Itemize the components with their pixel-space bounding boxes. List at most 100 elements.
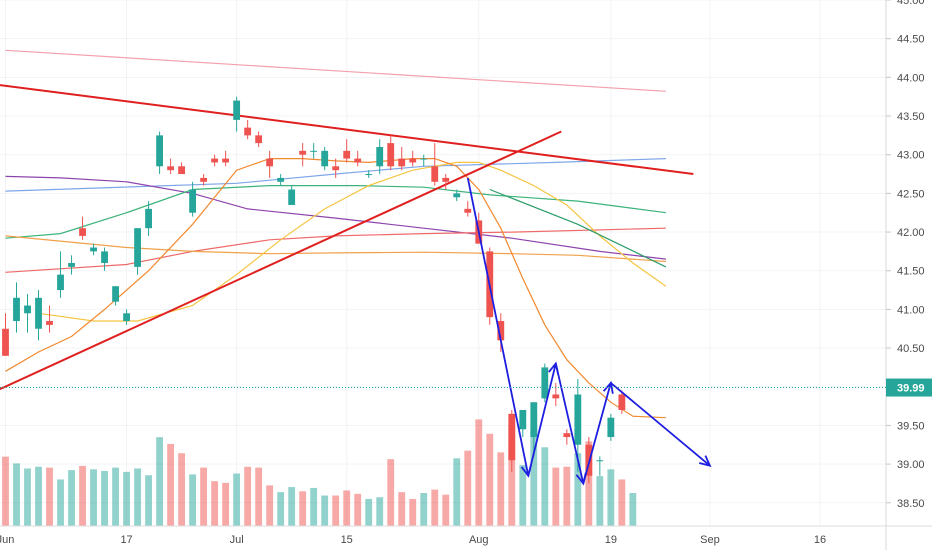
volume-bar bbox=[629, 493, 637, 526]
candle-body bbox=[134, 228, 141, 267]
volume-bar bbox=[167, 443, 175, 526]
candle-body bbox=[244, 127, 252, 136]
candle-body bbox=[79, 228, 86, 236]
volume-bar bbox=[123, 471, 130, 526]
candle-body bbox=[68, 263, 75, 267]
time-tick-label: Aug bbox=[469, 534, 489, 546]
candle-body bbox=[189, 189, 197, 213]
candle-body bbox=[266, 158, 274, 167]
candle-body bbox=[618, 394, 626, 410]
volume-bar bbox=[79, 465, 86, 526]
volume-bar bbox=[530, 428, 538, 526]
volume-bar bbox=[222, 482, 230, 526]
price-tick-label: 39.50 bbox=[897, 420, 925, 432]
indicator-line bbox=[5, 235, 666, 263]
candle-body bbox=[530, 402, 538, 438]
candle-body bbox=[277, 177, 285, 182]
volume-bar bbox=[288, 487, 296, 526]
volume-bar bbox=[35, 466, 42, 526]
volume-bar bbox=[453, 458, 461, 526]
last-price-label: 39.99 bbox=[897, 383, 925, 395]
volume-bar bbox=[24, 468, 31, 526]
time-tick-label: 15 bbox=[341, 534, 353, 546]
candle-body bbox=[90, 247, 97, 252]
candle-body bbox=[112, 286, 119, 302]
projection-arrowhead bbox=[575, 472, 587, 486]
volume-bar bbox=[211, 481, 219, 526]
volume-bar bbox=[541, 447, 549, 526]
candle-body bbox=[596, 460, 604, 462]
volume-bar bbox=[112, 467, 119, 526]
volume-bar bbox=[134, 468, 141, 526]
candle-body bbox=[255, 135, 263, 144]
volume-bar bbox=[398, 492, 406, 526]
volume-bar bbox=[519, 465, 527, 526]
blue-projection bbox=[466, 177, 712, 486]
price-tick-label: 42.00 bbox=[897, 227, 925, 239]
time-tick-label: 16 bbox=[814, 534, 826, 546]
volume-bar bbox=[442, 494, 450, 526]
candle-body bbox=[541, 367, 549, 399]
candle-body bbox=[321, 150, 329, 167]
price-tick-label: 43.50 bbox=[897, 111, 925, 123]
candle-body bbox=[222, 158, 230, 163]
volume-bar bbox=[57, 479, 64, 526]
candle-body bbox=[2, 328, 9, 356]
volume-bar bbox=[233, 473, 241, 526]
volume-bar bbox=[68, 470, 75, 526]
projection-arrowhead bbox=[520, 464, 532, 478]
candle-body bbox=[497, 321, 505, 341]
last-price-badge bbox=[886, 378, 932, 397]
price-tick-label: 42.50 bbox=[897, 188, 925, 200]
price-tick-label: 41.50 bbox=[897, 266, 925, 278]
volume-bar bbox=[46, 467, 53, 526]
indicator-line bbox=[5, 49, 666, 92]
candle-body bbox=[310, 150, 318, 152]
price-tick-label: 44.50 bbox=[897, 34, 925, 46]
candlesticks bbox=[2, 96, 626, 484]
time-tick-label: Sep bbox=[700, 534, 720, 546]
price-tick-label: 38.50 bbox=[897, 498, 925, 510]
volume-bar bbox=[200, 467, 208, 526]
volume-bar bbox=[332, 495, 340, 526]
volume-bar bbox=[420, 493, 428, 526]
volume-bar bbox=[13, 463, 20, 526]
candle-body bbox=[420, 158, 428, 160]
candle-body bbox=[607, 417, 615, 438]
candle-body bbox=[200, 177, 208, 182]
candle-body bbox=[211, 158, 219, 163]
volume-bar bbox=[277, 492, 285, 526]
candle-body bbox=[46, 321, 53, 325]
volume-bar bbox=[497, 452, 505, 526]
volume-bar bbox=[552, 467, 560, 526]
volume-bar bbox=[486, 433, 494, 526]
trendline bbox=[0, 84, 694, 176]
candle-body bbox=[35, 297, 42, 329]
candle-body bbox=[409, 158, 417, 163]
red-trendlines bbox=[0, 84, 694, 390]
candle-body bbox=[442, 177, 450, 182]
volume-bar bbox=[156, 437, 164, 526]
time-axis[interactable]: Jun 17 Jul 15 Aug 19 Sep 16 bbox=[0, 534, 826, 546]
candle-body bbox=[167, 166, 175, 171]
last-price-marker: 39.99 bbox=[0, 378, 932, 397]
candle-body bbox=[563, 433, 571, 438]
volume-bar bbox=[145, 475, 152, 526]
time-tick-label: Jul bbox=[230, 534, 244, 546]
candle-body bbox=[101, 251, 108, 263]
projection-arrowhead bbox=[548, 361, 559, 375]
candle-body bbox=[508, 413, 516, 461]
candle-body bbox=[464, 208, 472, 213]
volume-bar bbox=[596, 476, 604, 526]
candle-body bbox=[123, 313, 130, 322]
volume-bar bbox=[365, 498, 373, 526]
price-tick-label: 43.00 bbox=[897, 150, 925, 162]
volume-bar bbox=[321, 495, 329, 526]
volume-bar bbox=[343, 490, 351, 526]
volume-bar bbox=[354, 493, 362, 526]
candle-body bbox=[24, 305, 31, 314]
time-tick-label: 17 bbox=[120, 534, 132, 546]
candle-body bbox=[431, 166, 439, 182]
volume-bar bbox=[255, 467, 263, 526]
